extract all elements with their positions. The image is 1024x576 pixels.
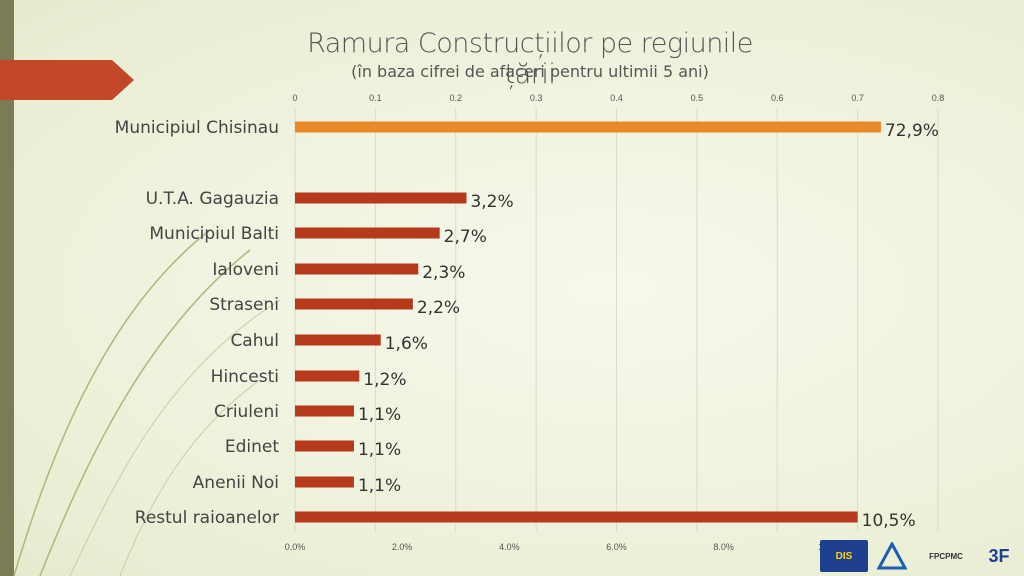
- top-axis-tick-label: 0.1: [369, 93, 382, 103]
- bar: [295, 476, 354, 488]
- data-label: 1,1%: [358, 405, 401, 425]
- top-axis-tick-label: 0.2: [449, 93, 462, 103]
- chart-title: Ramura Construcțiilor pe regiunile țării: [307, 28, 753, 90]
- top-axis-tick-label: 0.8: [932, 93, 945, 103]
- category-label: Edinet: [225, 437, 279, 457]
- fpcpmc-logo: FPCPMC: [929, 551, 963, 561]
- category-label: Hincesti: [211, 367, 279, 387]
- dis-logo: DIS: [820, 540, 868, 572]
- data-label: 1,2%: [363, 370, 406, 390]
- category-label: U.T.A. Gagauzia: [146, 189, 279, 209]
- bar: [295, 370, 360, 382]
- bottom-axis-tick-label: 0.0%: [285, 542, 306, 552]
- bottom-axis-tick-label: 4.0%: [499, 542, 520, 552]
- bottom-axis-tick-label: 2.0%: [392, 542, 413, 552]
- left-decor-strip: [0, 0, 14, 576]
- triangle-logo-icon: [874, 540, 910, 572]
- bar: [295, 511, 858, 523]
- top-axis-tick-label: 0.5: [691, 93, 704, 103]
- partner-logos: DIS FPCPMC 3F: [820, 538, 1016, 574]
- bar: [295, 440, 354, 452]
- bar: [295, 334, 381, 346]
- bar: [295, 192, 467, 204]
- category-label: Anenii Noi: [193, 473, 279, 493]
- data-label: 2,2%: [417, 298, 460, 318]
- data-label: 2,3%: [422, 263, 465, 283]
- category-label: Restul raioanelor: [135, 508, 279, 528]
- data-label: 1,1%: [358, 476, 401, 496]
- bar: [295, 298, 413, 310]
- bar: [295, 405, 354, 417]
- top-axis-tick-label: 0: [292, 93, 297, 103]
- category-label: Straseni: [209, 295, 279, 315]
- top-axis-tick-label: 0.3: [530, 93, 543, 103]
- category-label: Criuleni: [214, 402, 279, 422]
- data-label: 10,5%: [862, 511, 916, 531]
- bar: [295, 227, 440, 239]
- bar: [295, 263, 419, 275]
- data-label: 72,9%: [885, 121, 939, 141]
- data-label: 2,7%: [444, 227, 487, 247]
- top-axis-tick-label: 0.4: [610, 93, 623, 103]
- category-label: Cahul: [230, 331, 279, 351]
- top-axis-tick-label: 0.7: [851, 93, 864, 103]
- bar: [295, 121, 881, 133]
- category-label: Municipiul Chisinau: [115, 118, 279, 138]
- decorative-arrows: [0, 60, 281, 576]
- data-label: 1,1%: [358, 440, 401, 460]
- 3f-logo: 3F: [988, 545, 1010, 566]
- category-label: Ialoveni: [212, 260, 279, 280]
- bottom-axis-tick-label: 8.0%: [713, 542, 734, 552]
- data-label: 1,6%: [385, 334, 428, 354]
- top-axis-tick-label: 0.6: [771, 93, 784, 103]
- chart-subtitle: (în baza cifrei de afaceri pentru ultimi…: [351, 62, 709, 81]
- data-label: 3,2%: [470, 192, 513, 212]
- category-label: Municipiul Balti: [149, 224, 279, 244]
- red-arrow-shape: [0, 60, 134, 100]
- bottom-axis-tick-label: 6.0%: [606, 542, 627, 552]
